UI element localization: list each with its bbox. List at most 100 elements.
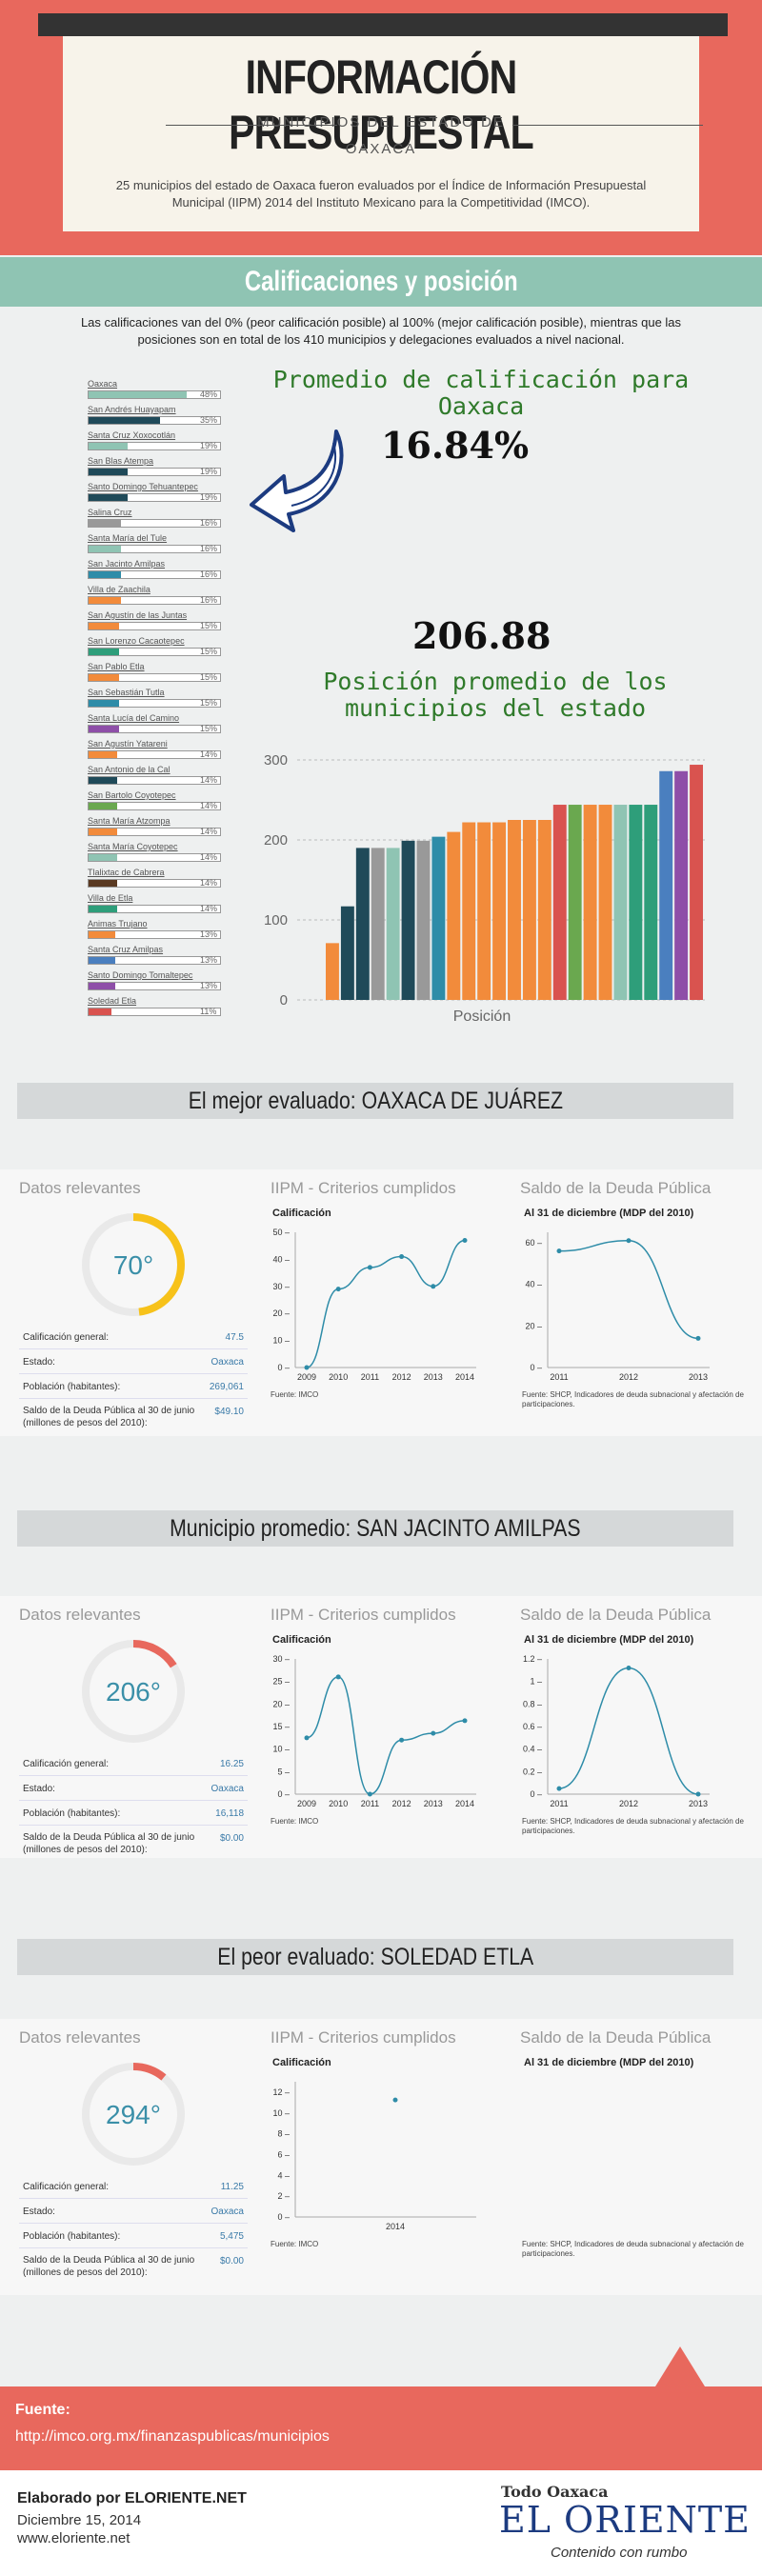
score-bar [88, 982, 221, 990]
x-axis-label: Posición [453, 1008, 511, 1025]
bar [340, 906, 354, 1000]
table-row: Calificación general: 16.25 [19, 1753, 248, 1776]
municipality-name[interactable]: San Agustín Yatareni [88, 739, 168, 749]
y-tick-label: 300 [264, 752, 288, 769]
y-tick-label: 60 – [525, 1238, 542, 1248]
score-ring: 70° [82, 1213, 185, 1316]
municipality-name[interactable]: Santo Domingo Tehuantepec [88, 482, 198, 491]
score-ring-value: 294° [106, 2100, 161, 2129]
municipality-name[interactable]: Salina Cruz [88, 508, 132, 517]
score-bar [88, 905, 221, 913]
deuda-title: Saldo de la Deuda Pública [520, 1606, 712, 1624]
row-value: 16,118 [215, 1808, 244, 1819]
data-point [367, 1265, 372, 1270]
divider [166, 125, 337, 126]
y-tick-label: 0.4 – [523, 1745, 542, 1754]
score-value: 13% [200, 981, 218, 990]
row-value: $49.10 [214, 1407, 244, 1417]
bar [522, 820, 536, 1000]
municipality-name[interactable]: Soledad Etla [88, 996, 137, 1006]
y-tick-label: 20 – [272, 1699, 290, 1708]
deuda-source: Fuente: SHCP, Indicadores de deuda subna… [522, 1817, 744, 1835]
score-ring-value: 206° [106, 1677, 161, 1707]
score-bar [88, 622, 221, 630]
municipality-name[interactable]: Santa María Coyotepec [88, 842, 178, 851]
row-value: Oaxaca [211, 1357, 244, 1368]
series-line [306, 1239, 466, 1368]
municipality-name[interactable]: Villa de Etla [88, 893, 133, 903]
score-ring-arc [82, 2063, 185, 2166]
bar [371, 848, 385, 1000]
table-row: Estado: Oaxaca [19, 2201, 248, 2224]
y-tick-label: 1.2 – [523, 1654, 542, 1664]
municipality-name[interactable]: Santa María del Tule [88, 533, 168, 543]
row-label: Saldo de la Deuda Pública al 30 de junio… [23, 1832, 195, 1855]
municipality-name[interactable]: San Lorenzo Cacaotepec [88, 636, 185, 646]
score-bar-fill [89, 931, 115, 938]
table-row: Estado: Oaxaca [19, 1351, 248, 1374]
worst-banner-text: El peor evaluado: SOLEDAD ETLA [217, 1944, 533, 1970]
iipm-source: Fuente: IMCO [271, 1817, 319, 1826]
municipality-name[interactable]: Santa Cruz Amilpas [88, 945, 164, 954]
score-bar-fill [89, 469, 128, 475]
score-bar-fill [89, 751, 117, 758]
datos-title: Datos relevantes [19, 1179, 141, 1197]
municipality-name[interactable]: San Bartolo Coyotepec [88, 790, 176, 800]
municipality-name[interactable]: Oaxaca [88, 379, 118, 389]
score-bar-fill [89, 1008, 111, 1015]
data-point [695, 1791, 701, 1797]
score-bar [88, 596, 221, 605]
row-label: Calificación general: [23, 1332, 110, 1343]
municipality-name[interactable]: Santa María Atzompa [88, 816, 170, 826]
municipality-name[interactable]: Animas Trujano [88, 919, 148, 929]
worst-banner: El peor evaluado: SOLEDAD ETLA [17, 1939, 733, 1975]
municipality-name[interactable]: San Pablo Etla [88, 662, 145, 671]
y-tick-label: 0 – [277, 2212, 290, 2222]
bar [644, 805, 658, 1000]
municipality-name[interactable]: San Andrés Huayapam [88, 405, 176, 414]
list-item: Santa María del Tule 16% [88, 533, 240, 559]
data-point [431, 1730, 436, 1736]
score-bar-fill [89, 520, 122, 527]
bar [598, 805, 612, 1000]
municipality-name[interactable]: San Agustín de las Juntas [88, 610, 188, 620]
list-item: Santo Domingo Tomaltepec 13% [88, 970, 240, 996]
average-score-value: 16.84% [381, 424, 530, 467]
municipality-name[interactable]: Santa Cruz Xoxocotlán [88, 430, 176, 440]
list-item: Santa Cruz Amilpas 13% [88, 945, 240, 970]
bar [477, 822, 491, 1000]
municipality-name[interactable]: San Antonio de la Cal [88, 765, 170, 774]
municipality-name[interactable]: Tlalixtac de Cabrera [88, 868, 165, 877]
iipm-line-chart: 0 – 5 – 10 – 15 – 20 – 25 – 30 – 2009 2010 2011 20… [272, 1654, 476, 1808]
data-point [626, 1238, 632, 1244]
data-point [399, 1254, 405, 1260]
municipality-name[interactable]: San Sebastián Tutla [88, 688, 165, 697]
list-item: Soledad Etla 11% [88, 996, 240, 1022]
municipality-name[interactable]: Santa Lucía del Camino [88, 713, 180, 723]
footer-website[interactable]: www.eloriente.net [17, 2530, 130, 2546]
list-item: Oaxaca 48% [88, 379, 240, 405]
score-bar [88, 930, 221, 939]
score-ring: 206° [82, 1640, 185, 1743]
subtitle-state: OAXACA [345, 141, 417, 157]
footer-triangle [655, 2346, 705, 2386]
score-bar-fill [89, 674, 120, 681]
y-tick-label: 20 – [525, 1321, 542, 1330]
y-tick-label: 0 [280, 992, 288, 1008]
x-tick-label: 2012 [392, 1799, 411, 1808]
y-tick-label: 0 – [530, 1789, 542, 1799]
municipality-name[interactable]: Santo Domingo Tomaltepec [88, 970, 193, 980]
footer-date: Diciembre 15, 2014 [17, 2512, 142, 2528]
municipality-name[interactable]: San Blas Atempa [88, 456, 154, 466]
x-tick-label: 2013 [689, 1372, 708, 1382]
position-bar-chart: 0 100 200 300 Posición [264, 752, 705, 1025]
list-item: San Agustín de las Juntas 15% [88, 610, 240, 636]
average-banner-text: Municipio promedio: SAN JACINTO AMILPAS [170, 1515, 581, 1542]
score-bar [88, 956, 221, 965]
footer-source-link[interactable]: http://imco.org.mx/finanzaspublicas/muni… [15, 2428, 330, 2445]
municipality-name[interactable]: San Jacinto Amilpas [88, 559, 166, 569]
series-line [306, 1676, 466, 1795]
iipm-subtitle: Calificación [272, 2057, 331, 2068]
municipality-name[interactable]: Villa de Zaachila [88, 585, 150, 594]
list-item: Tlalixtac de Cabrera 14% [88, 868, 240, 893]
